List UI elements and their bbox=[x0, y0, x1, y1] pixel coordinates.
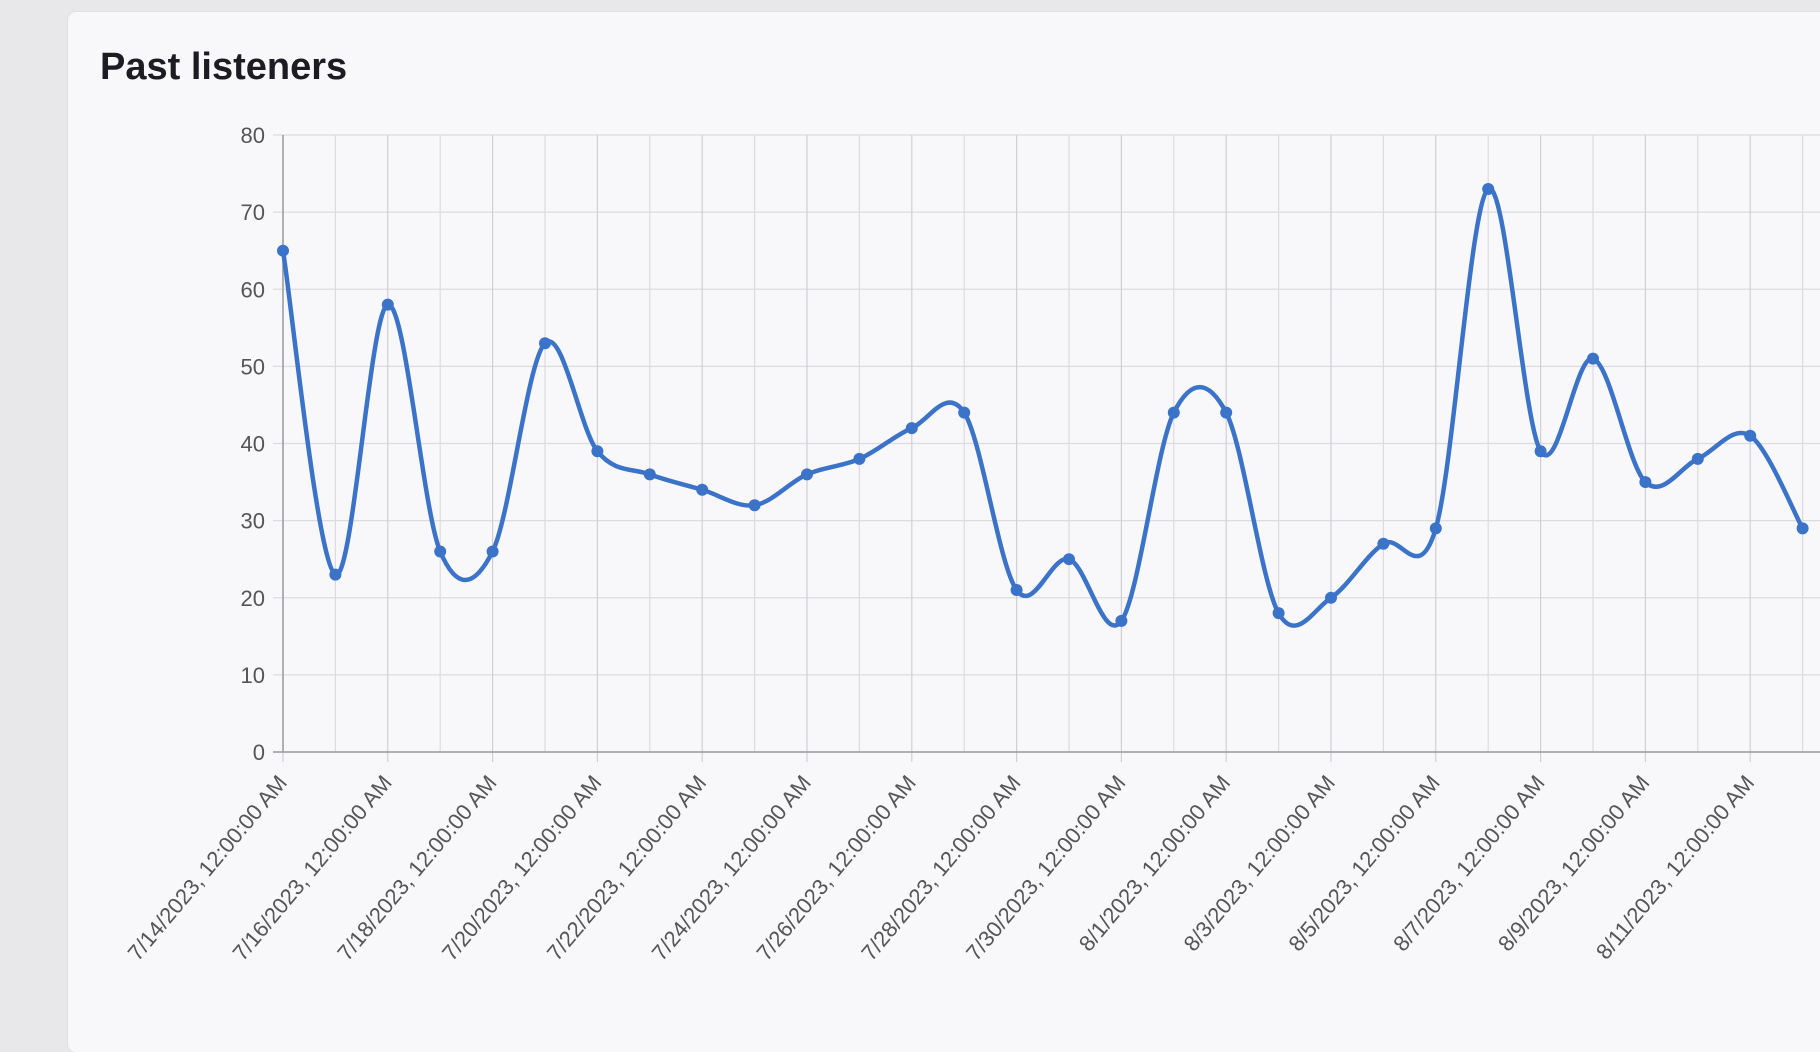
y-tick-label: 60 bbox=[241, 277, 265, 302]
data-point bbox=[1429, 522, 1442, 535]
data-point bbox=[434, 545, 447, 558]
y-tick-label: 20 bbox=[241, 586, 265, 611]
data-point bbox=[1691, 452, 1704, 465]
data-point bbox=[277, 244, 289, 257]
past-listeners-card: Past listeners 0 10 20 30 40 50 60 70 80 7/14/202… bbox=[68, 12, 1820, 1052]
data-point bbox=[1796, 522, 1809, 535]
data-point bbox=[748, 499, 761, 512]
data-point bbox=[1115, 614, 1128, 627]
data-point bbox=[801, 468, 813, 481]
card-title: Past listeners bbox=[100, 46, 348, 88]
data-point bbox=[1010, 584, 1023, 597]
data-point bbox=[1639, 476, 1652, 489]
y-tick-label: 0 bbox=[253, 740, 265, 765]
data-point bbox=[1272, 607, 1285, 620]
y-tick-label: 30 bbox=[241, 509, 265, 534]
data-point bbox=[1063, 553, 1075, 566]
data-point bbox=[591, 445, 604, 458]
data-point bbox=[1482, 182, 1495, 195]
data-point bbox=[1534, 445, 1547, 458]
data-point bbox=[958, 406, 971, 419]
data-point bbox=[643, 468, 656, 481]
series-line bbox=[280, 186, 1805, 628]
data-point bbox=[696, 483, 709, 496]
data-point bbox=[1587, 352, 1599, 365]
data-point bbox=[381, 298, 394, 311]
data-point bbox=[1744, 429, 1757, 442]
data-point bbox=[853, 452, 866, 465]
data-point bbox=[1377, 537, 1390, 550]
y-tick-label: 10 bbox=[241, 663, 265, 688]
y-tick-label: 70 bbox=[241, 200, 265, 225]
y-tick-label: 80 bbox=[241, 123, 265, 148]
data-point bbox=[1167, 406, 1180, 419]
data-point bbox=[1220, 406, 1233, 419]
data-point bbox=[539, 337, 551, 350]
data-point bbox=[486, 545, 499, 558]
y-tick-label: 40 bbox=[241, 432, 265, 457]
data-point bbox=[1325, 591, 1337, 604]
data-point bbox=[329, 568, 342, 581]
y-tick-label: 50 bbox=[241, 354, 265, 379]
data-point bbox=[905, 422, 918, 435]
